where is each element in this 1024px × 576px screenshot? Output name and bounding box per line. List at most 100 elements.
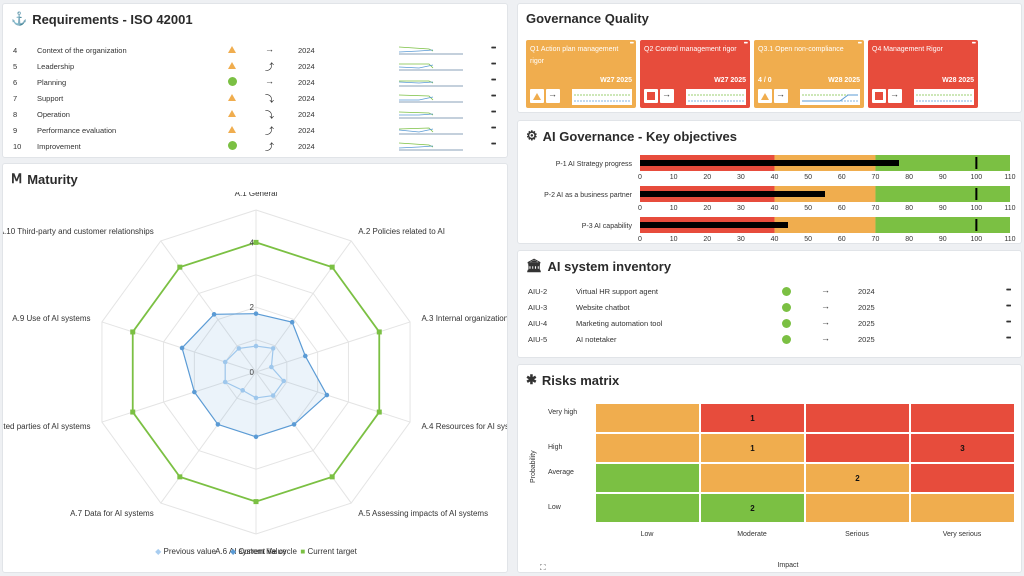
risk-cell[interactable] [805, 433, 910, 463]
axis-tick-label: 80 [905, 174, 913, 181]
inventory-row[interactable]: AIU-4 Marketing automation tool → 2025 ••• [518, 317, 1021, 333]
target-point[interactable] [376, 329, 382, 335]
more-options-icon[interactable]: ••• [491, 109, 496, 116]
previous-point[interactable] [270, 393, 276, 398]
governance-card[interactable]: ••• Q3.1 Open non-compliance 4 / 0 W28 2025… [754, 40, 864, 108]
previous-point[interactable] [222, 359, 228, 365]
risk-cell[interactable] [595, 403, 700, 433]
current-point[interactable] [303, 353, 308, 359]
risk-cell[interactable] [595, 433, 700, 463]
previous-point[interactable] [270, 346, 276, 351]
risk-cell[interactable]: 2 [805, 463, 910, 493]
previous-point[interactable] [269, 364, 274, 370]
more-options-icon[interactable]: ••• [491, 77, 496, 84]
more-options-icon[interactable]: ••• [1006, 303, 1011, 310]
more-options-icon[interactable]: ••• [1006, 287, 1011, 294]
risk-cell[interactable]: 3 [910, 433, 1015, 463]
legend-target[interactable]: ■ Current target [300, 547, 357, 556]
requirement-row[interactable]: 7 Support ⤵ 2024 ••• [3, 90, 507, 106]
axis-tick-label: 10 [670, 205, 678, 212]
requirement-name: Performance evaluation [37, 126, 117, 135]
current-point[interactable] [253, 434, 259, 440]
previous-point[interactable] [240, 388, 245, 393]
radar-axis-line [101, 371, 257, 423]
previous-point[interactable] [253, 395, 259, 401]
risk-cell[interactable]: 1 [700, 403, 805, 433]
previous-point[interactable] [281, 378, 287, 384]
requirement-name: Context of the organization [37, 46, 127, 55]
governance-card[interactable]: ••• Q4 Management Rigor W28 2025 → [868, 40, 978, 108]
risk-row-label: Average [548, 469, 574, 476]
current-point[interactable] [324, 392, 330, 398]
target-point[interactable] [177, 264, 183, 270]
target-point[interactable] [329, 474, 335, 480]
more-options-icon[interactable]: ••• [491, 141, 496, 148]
target-point[interactable] [329, 264, 335, 270]
more-options-icon[interactable]: ••• [491, 61, 496, 68]
risk-cell[interactable] [910, 463, 1015, 493]
inventory-row[interactable]: AIU-5 AI notetaker → 2025 ••• [518, 333, 1021, 349]
objectives-title: ⚙ AI Governance - Key objectives [526, 128, 738, 144]
inventory-id: AIU-2 [528, 287, 548, 296]
requirement-row[interactable]: 4 Context of the organization → 2024 ••• [3, 42, 507, 58]
band-110 [875, 186, 1010, 202]
axis-tick-label: 60 [838, 236, 846, 243]
current-point[interactable] [253, 311, 259, 316]
requirement-row[interactable]: 10 Improvement ⤴ 2024 ••• [3, 138, 507, 154]
warning-triangle-icon [228, 126, 236, 133]
more-options-icon[interactable]: ••• [971, 41, 976, 47]
inventory-row[interactable]: AIU-3 Website chatbot → 2025 ••• [518, 301, 1021, 317]
current-point[interactable] [289, 319, 295, 325]
requirement-row[interactable]: 6 Planning → 2024 ••• [3, 74, 507, 90]
expand-icon[interactable]: ⛶ [540, 563, 546, 572]
risk-count: 2 [855, 473, 860, 483]
risk-cell[interactable] [910, 403, 1015, 433]
current-point[interactable] [211, 312, 217, 317]
more-options-icon[interactable]: ••• [491, 45, 496, 52]
current-point[interactable] [192, 389, 197, 395]
more-options-icon[interactable]: ••• [491, 125, 496, 132]
more-options-icon[interactable]: ••• [629, 41, 634, 47]
current-point[interactable] [215, 422, 221, 427]
previous-point[interactable] [253, 343, 259, 349]
risk-cell[interactable] [805, 403, 910, 433]
radar-axis-line [101, 321, 257, 373]
risk-cell[interactable] [595, 463, 700, 493]
target-point[interactable] [253, 239, 259, 245]
risk-cell[interactable] [700, 463, 805, 493]
risk-cell[interactable] [910, 493, 1015, 523]
legend-current[interactable]: ◆ Current value [230, 547, 287, 556]
requirement-row[interactable]: 8 Operation ⤵ 2024 ••• [3, 106, 507, 122]
risk-cell[interactable] [805, 493, 910, 523]
requirement-row[interactable]: 5 Leadership ⤴ 2024 ••• [3, 58, 507, 74]
target-point[interactable] [177, 474, 183, 480]
target-point[interactable] [130, 329, 136, 335]
previous-point[interactable] [236, 346, 242, 351]
target-point[interactable] [130, 409, 136, 415]
card-week: W28 2025 [942, 77, 974, 84]
current-point[interactable] [179, 345, 185, 351]
legend-previous[interactable]: ◆ Previous value [155, 547, 216, 556]
current-point[interactable] [291, 422, 297, 427]
target-point[interactable] [376, 409, 382, 415]
governance-card[interactable]: ••• Q1 Action plan management rigor W27 20… [526, 40, 636, 108]
status-ok-dot-icon [782, 303, 791, 312]
risk-cell[interactable]: 2 [700, 493, 805, 523]
objective-label: P-1 AI Strategy progress [556, 161, 633, 168]
more-options-icon[interactable]: ••• [1006, 335, 1011, 342]
more-options-icon[interactable]: ••• [491, 93, 496, 100]
inventory-row[interactable]: AIU-2 Virtual HR support agent → 2024 ••• [518, 285, 1021, 301]
axis-tick-label: 40 [771, 205, 779, 212]
governance-card[interactable]: ••• Q2 Control management rigor W27 2025 → [640, 40, 750, 108]
previous-point[interactable] [222, 379, 228, 385]
target-point[interactable] [253, 499, 259, 505]
more-options-icon[interactable]: ••• [743, 41, 748, 47]
risk-cell[interactable]: 1 [700, 433, 805, 463]
more-options-icon[interactable]: ••• [1006, 319, 1011, 326]
warning-triangle-icon [228, 46, 236, 53]
more-options-icon[interactable]: ••• [857, 41, 862, 47]
requirement-row[interactable]: 9 Performance evaluation ⤴ 2024 ••• [3, 122, 507, 138]
requirement-number: 8 [13, 110, 18, 119]
risk-col-label: Serious [845, 531, 869, 538]
risk-cell[interactable] [595, 493, 700, 523]
